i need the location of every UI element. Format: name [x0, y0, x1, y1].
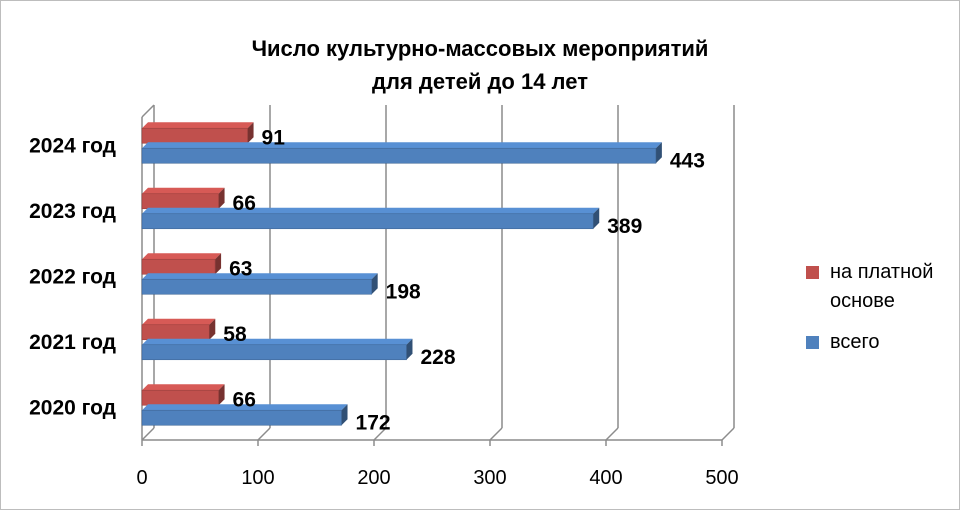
bar-paid-1 — [141, 324, 210, 341]
data-label-total-2: 198 — [386, 280, 421, 303]
data-label-total-4: 443 — [670, 149, 705, 172]
floor-gridline — [257, 427, 271, 441]
bar-total-3 — [141, 213, 594, 230]
y-category-label: 2021 год — [29, 331, 116, 354]
floor-gridline — [489, 427, 503, 441]
bar-total-2 — [141, 278, 372, 295]
legend-label-paid: на платной основе — [830, 261, 934, 312]
x-tick-label: 0 — [136, 467, 147, 489]
legend-item-total: всего — [806, 328, 960, 357]
x-tick-label: 400 — [589, 467, 622, 489]
data-label-paid-3: 66 — [233, 192, 256, 215]
data-label-total-3: 389 — [607, 215, 642, 238]
data-label-paid-1: 58 — [223, 323, 247, 346]
data-label-paid-0: 66 — [233, 388, 256, 411]
bar-side-total-4 — [655, 142, 662, 164]
x-tick-label: 100 — [241, 467, 274, 489]
bar-top-total-2 — [142, 273, 378, 280]
bar-top-paid-2 — [142, 253, 222, 260]
legend-swatch-paid — [806, 266, 819, 279]
bar-side-total-0 — [341, 404, 348, 426]
bar-side-total-2 — [371, 273, 378, 295]
chart-title-line-1: Число культурно-массовых мероприятий — [251, 36, 709, 61]
chart-legend: на платной основе всего — [806, 258, 960, 357]
bar-top-total-1 — [142, 338, 413, 345]
chart-title: Число культурно-массовых мероприятий для… — [150, 32, 810, 98]
bar-side-paid-3 — [218, 187, 225, 209]
bar-top-total-0 — [142, 404, 348, 411]
bar-paid-0 — [141, 389, 219, 406]
bar-side-paid-4 — [247, 122, 254, 144]
x-tick-label: 500 — [705, 467, 738, 489]
bar-paid-3 — [141, 193, 219, 210]
legend-item-paid: на платной основе — [806, 258, 960, 316]
bar-total-1 — [141, 344, 407, 361]
data-label-paid-2: 63 — [229, 257, 252, 280]
bar-paid-2 — [141, 258, 216, 275]
bar-top-paid-0 — [142, 384, 225, 391]
floor-gridline — [141, 427, 155, 441]
bar-side-paid-0 — [218, 384, 225, 406]
floor-gridline — [605, 427, 619, 441]
x-tick-label: 200 — [357, 467, 390, 489]
floor-gridline — [373, 427, 387, 441]
data-label-total-0: 172 — [356, 411, 391, 434]
bar-paid-4 — [141, 127, 248, 144]
bar-top-total-3 — [142, 207, 600, 214]
x-tick-label: 300 — [473, 467, 506, 489]
bar-top-total-4 — [142, 142, 662, 149]
y-category-label: 2020 год — [29, 396, 116, 419]
bar-side-total-3 — [593, 207, 600, 229]
left-wall-top-edge — [141, 104, 155, 118]
legend-swatch-total — [806, 336, 819, 349]
bar-total-0 — [141, 409, 342, 426]
data-label-total-1: 228 — [420, 346, 455, 369]
bar-top-paid-4 — [142, 122, 254, 129]
legend-label-total: всего — [830, 331, 880, 353]
chart-title-line-2: для детей до 14 лет — [372, 69, 588, 94]
bar-side-paid-2 — [215, 253, 222, 275]
bar-top-paid-1 — [142, 318, 216, 325]
floor-gridline — [721, 427, 735, 441]
bar-side-paid-1 — [209, 318, 216, 340]
y-category-label: 2023 год — [29, 200, 116, 223]
bar-top-paid-3 — [142, 187, 225, 194]
bar-side-total-1 — [406, 338, 413, 360]
y-category-label: 2022 год — [29, 265, 116, 288]
bar-total-4 — [141, 147, 657, 164]
y-category-label: 2024 год — [29, 134, 116, 157]
data-label-paid-4: 91 — [262, 126, 286, 149]
